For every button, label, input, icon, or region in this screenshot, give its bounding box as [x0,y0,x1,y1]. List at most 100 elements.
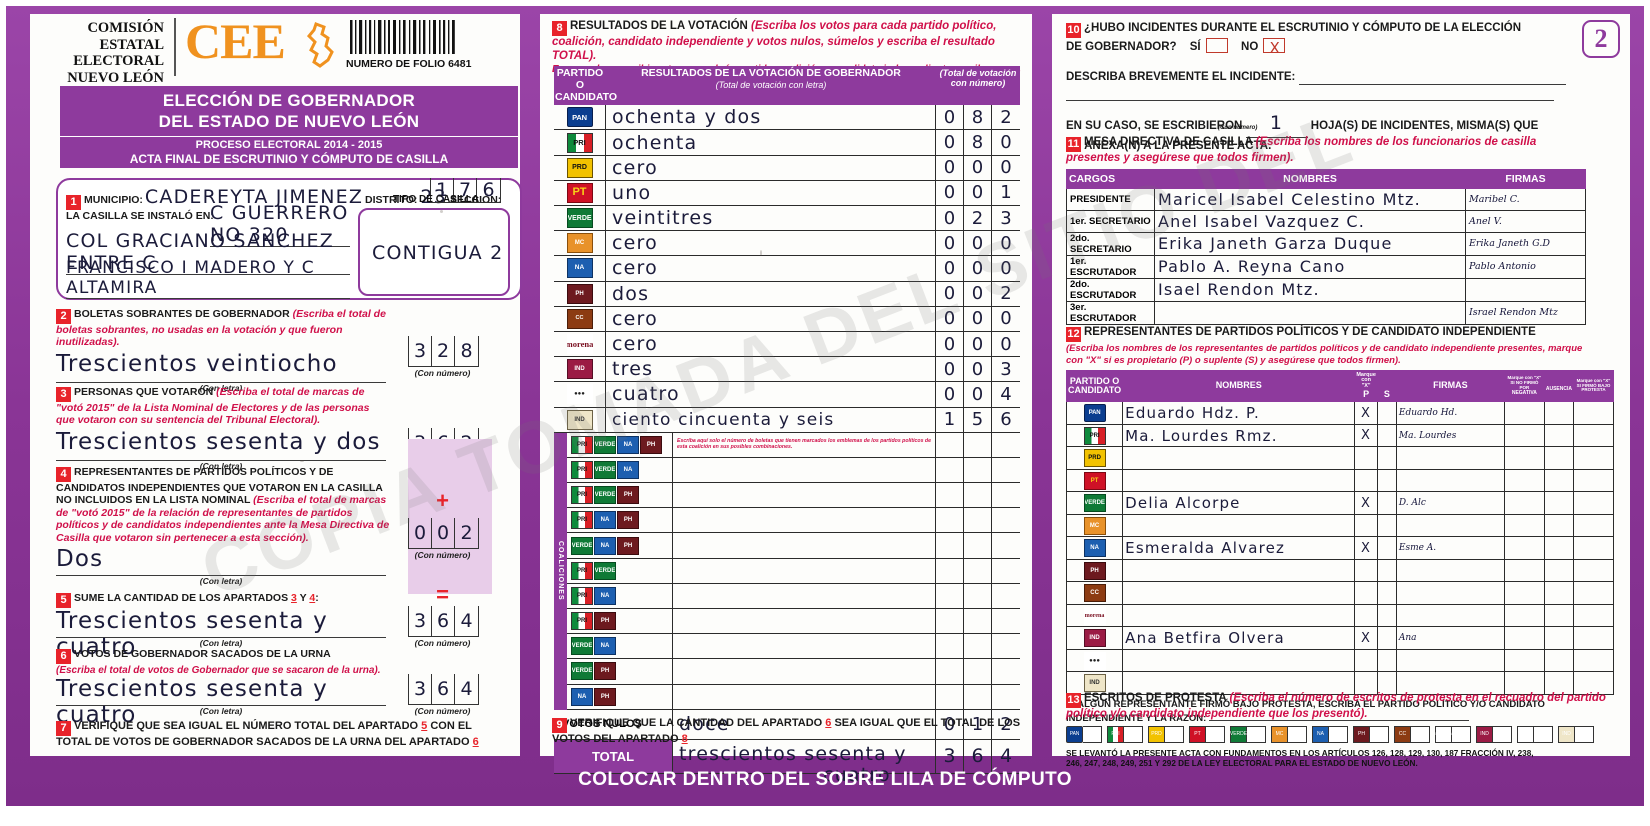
representante-s[interactable] [1376,648,1397,673]
results-digit-1[interactable]: 1 [936,407,964,432]
results-digit-2[interactable]: 0 [964,382,992,407]
representante-p[interactable] [1354,648,1378,673]
representante-firma[interactable] [1395,468,1505,493]
representante-ausencia[interactable] [1543,491,1575,515]
representante-protesta[interactable] [1573,423,1614,448]
representante-s[interactable] [1376,536,1397,560]
representante-protesta[interactable] [1573,491,1614,515]
results-digit-3[interactable]: 3 [1000,358,1012,380]
results-digit-2[interactable]: 0 [964,180,992,205]
representante-nombre[interactable] [1122,468,1356,493]
boletas-digit-2[interactable]: 2 [436,340,450,362]
municipio-value[interactable]: CADEREYTA JIMENEZ [144,186,364,208]
representante-s[interactable] [1376,581,1397,605]
protest-count-input[interactable] [1575,725,1594,743]
coalicion-digit-1[interactable] [936,558,964,583]
coalicion-digit-2[interactable] [964,457,992,483]
representante-nombre[interactable] [1122,513,1356,538]
results-digit-3[interactable]: 0 [1000,232,1012,254]
protest-count-input[interactable] [1452,725,1471,743]
nulos-digit-3[interactable]: 2 [1000,713,1012,735]
mesa-nombre[interactable] [1154,300,1466,325]
representante-firma[interactable] [1395,513,1505,538]
representante-firma[interactable]: Ma. Lourdes [1395,423,1505,448]
boletas-sobrantes-digits[interactable]: 3 2 8 [408,336,479,367]
coalicion-digit-3[interactable] [992,659,1020,683]
coalicion-letter-cell[interactable] [673,659,936,684]
representante-s[interactable] [1376,423,1397,448]
tipo-casilla-value[interactable]: CONTIGUA 2 [372,242,504,264]
address-line-3[interactable]: FRANCISCO I MADERO Y C ALTAMIRA [66,258,350,299]
representante-ausencia[interactable] [1543,581,1575,605]
seccion-digit-3[interactable]: 6 [482,179,495,201]
representante-nombre[interactable]: Eduardo Hdz. P. [1122,401,1356,425]
representante-protesta[interactable] [1573,468,1614,493]
protest-count-input[interactable] [1247,725,1266,743]
coalicion-digit-3[interactable] [992,508,1020,532]
results-row-letter[interactable]: cero [606,256,936,281]
coalicion-digit-3[interactable] [992,559,1020,583]
results-row-letter[interactable]: cuatro [606,382,936,407]
representantes-votaron-digits[interactable]: 0 0 2 [408,518,479,549]
results-digit-1[interactable]: 0 [936,306,964,331]
representante-protesta[interactable] [1573,581,1614,605]
representante-ausencia[interactable] [1543,468,1575,493]
results-digit-1[interactable]: 0 [936,206,964,231]
representantes-votaron-letter[interactable]: Dos [56,546,386,576]
results-digit-2[interactable]: 2 [964,206,992,231]
representante-protesta[interactable] [1573,648,1614,673]
si-checkbox[interactable] [1205,38,1228,53]
results-row-letter[interactable]: veintitres [606,206,936,231]
coalicion-digit-2[interactable] [964,634,992,659]
no-checkbox[interactable]: X [1263,38,1286,57]
representante-negativa[interactable] [1503,626,1545,650]
mesa-nombre[interactable]: Isael Rendon Mtz. [1154,277,1466,302]
coalicion-letter-cell[interactable] [673,533,936,558]
results-row-letter[interactable]: cero [606,231,936,256]
results-digit-1[interactable]: 0 [936,331,964,357]
protest-box[interactable]: PAN [1066,725,1102,743]
results-digit-2[interactable]: 0 [964,306,992,331]
coalicion-digit-3[interactable] [992,609,1020,633]
representante-s[interactable] [1376,513,1397,538]
results-digit-3[interactable]: 2 [1000,106,1012,128]
representante-nombre[interactable]: Ma. Lourdes Rmz. [1122,423,1356,448]
repr-digit-2[interactable]: 0 [436,522,450,544]
mesa-firma[interactable]: Anel V. [1465,209,1586,233]
results-row-letter[interactable]: uno [606,180,936,205]
representante-firma[interactable]: Eduardo Hd. [1395,401,1505,425]
protest-count-input[interactable] [1083,725,1102,743]
seccion-digit-2[interactable]: 7 [458,179,472,201]
results-digit-2[interactable]: 0 [964,256,992,281]
results-digit-3[interactable]: 0 [1000,132,1012,154]
results-digit-3[interactable]: 0 [1000,157,1012,179]
representante-protesta[interactable] [1573,626,1614,650]
representante-p[interactable] [1354,446,1378,470]
coalicion-digit-1[interactable] [936,684,964,709]
protest-value[interactable] [1208,710,1469,722]
representante-negativa[interactable] [1503,513,1545,538]
suma-letter[interactable]: Trescientos sesenta y cuatro [56,608,386,660]
votos-urna-digits[interactable]: 3 6 4 [408,674,479,705]
representante-ausencia[interactable] [1543,536,1575,560]
results-digit-1[interactable]: 0 [936,155,964,180]
results-row-letter[interactable]: ochenta y dos [606,105,936,130]
boletas-digit-3[interactable]: 8 [460,340,473,362]
personas-votaron-letter[interactable]: Trescientos sesenta y dos [56,429,386,461]
nulos-digit-1[interactable]: 0 [936,709,964,739]
total-letter[interactable]: trescientos sesenta y [679,742,907,765]
representante-ausencia[interactable] [1543,513,1575,538]
representante-protesta[interactable] [1573,513,1614,538]
protest-count-input[interactable] [1370,725,1389,743]
representante-protesta[interactable] [1573,603,1614,628]
representante-firma[interactable] [1395,581,1505,605]
results-row-letter[interactable]: ochenta [606,130,936,155]
representante-s[interactable] [1376,446,1397,470]
address-line-2[interactable]: COL GRACIANO SANCHEZ ENTRE C [66,230,350,275]
representante-p[interactable] [1354,468,1378,493]
representante-negativa[interactable] [1503,558,1545,583]
